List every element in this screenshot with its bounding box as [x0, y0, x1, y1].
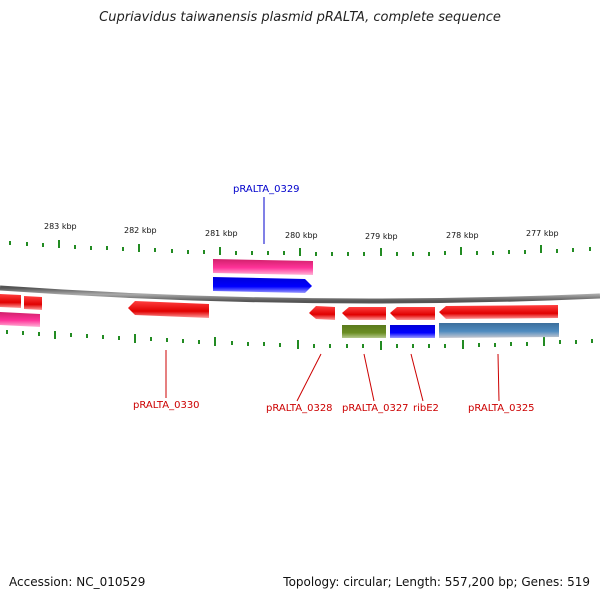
feature-pRALTA_0327[interactable] [342, 307, 386, 338]
gene-label-pRALTA_0325[interactable]: pRALTA_0325 [468, 403, 535, 414]
scale-label: 281 kbp [205, 229, 238, 238]
feature-pRALTA_0329-cds[interactable] [213, 277, 312, 293]
scale-label: 277 kbp [526, 229, 559, 238]
scale-label: 280 kbp [285, 231, 318, 240]
inner-tick-track [6, 330, 593, 350]
feature-ribE2[interactable] [390, 307, 435, 338]
feature-pRALTA_0329-gene[interactable] [213, 259, 313, 275]
scale-label: 279 kbp [365, 232, 398, 241]
feature-pRALTA_0328[interactable] [309, 306, 335, 320]
sequence-backbone [0, 285, 600, 304]
gene-label-ribE2[interactable]: ribE2 [413, 403, 439, 414]
gene-label-pRALTA_0328[interactable]: pRALTA_0328 [266, 403, 333, 414]
scale-label: 283 kbp [44, 222, 77, 231]
feature-pRALTA_0330[interactable] [128, 301, 209, 318]
scale-labels: 283 kbp 282 kbp 281 kbp 280 kbp 279 kbp … [44, 222, 559, 241]
feature-pRALTA_0325[interactable] [439, 305, 559, 338]
gene-label-pRALTA_0329[interactable]: pRALTA_0329 [233, 184, 300, 195]
map-title: Cupriavidus taiwanensis plasmid pRALTA, … [99, 10, 501, 25]
gene-label-pRALTA_0327[interactable]: pRALTA_0327 [342, 403, 409, 414]
outer-tick-track [9, 240, 591, 256]
topology-summary: Topology: circular; Length: 557,200 bp; … [283, 575, 590, 589]
gene-label-pRALTA_0330[interactable]: pRALTA_0330 [133, 400, 200, 411]
scale-label: 278 kbp [446, 231, 479, 240]
feature-left-partial[interactable] [0, 294, 42, 327]
label-leader-lines [165, 197, 500, 402]
scale-label: 282 kbp [124, 226, 157, 235]
accession-text: Accession: NC_010529 [9, 575, 146, 589]
